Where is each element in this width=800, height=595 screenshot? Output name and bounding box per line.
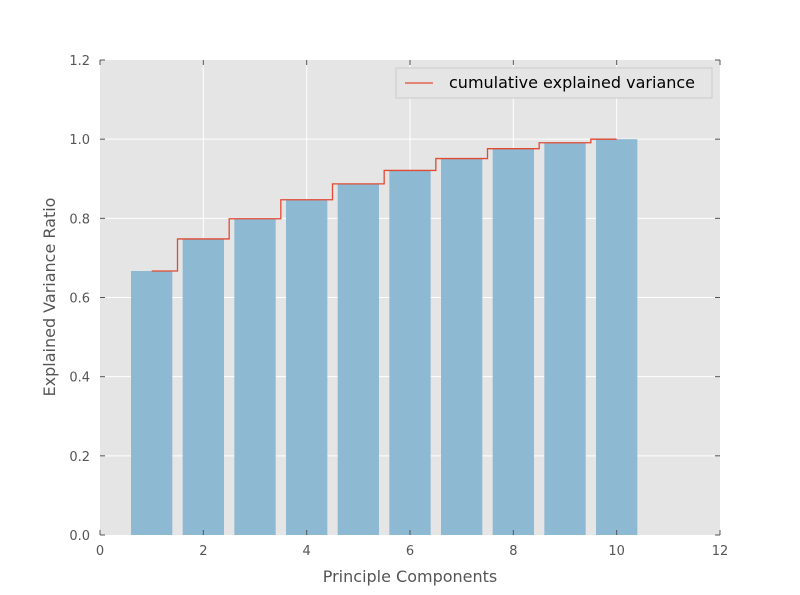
x-axis-label: Principle Components bbox=[323, 567, 498, 586]
bar bbox=[441, 158, 483, 535]
bars bbox=[131, 139, 638, 536]
legend-entry: cumulative explained variance bbox=[449, 73, 695, 92]
x-tick-label: 10 bbox=[608, 544, 625, 559]
legend-box bbox=[395, 67, 713, 99]
y-tick-label: 0.2 bbox=[69, 450, 90, 465]
bar bbox=[596, 139, 638, 535]
y-tick-label: 1.2 bbox=[69, 54, 90, 69]
y-axis-label: Explained Variance Ratio bbox=[40, 198, 59, 397]
y-tick-label: 0.0 bbox=[69, 529, 90, 544]
ticks bbox=[99, 59, 721, 536]
bar bbox=[131, 270, 173, 535]
tick-labels: 0 2 4 6 8 10 12 0.0 0.2 0.4 0.6 0.8 1.0 1.2 bbox=[69, 54, 728, 559]
y-tick-label: 0.4 bbox=[69, 371, 90, 386]
x-tick-label: 6 bbox=[406, 544, 414, 559]
bar bbox=[337, 183, 379, 536]
x-tick-label: 0 bbox=[96, 544, 104, 559]
legend: cumulative explained variance bbox=[395, 67, 713, 99]
bar bbox=[389, 170, 431, 535]
bar bbox=[234, 218, 276, 535]
bar bbox=[492, 148, 534, 535]
bar bbox=[286, 199, 328, 535]
cumulative-line bbox=[151, 138, 617, 272]
cumulative-variance-step-line bbox=[151, 138, 617, 272]
bar bbox=[182, 238, 224, 535]
x-tick-label: 2 bbox=[199, 544, 207, 559]
y-tick-label: 0.6 bbox=[69, 292, 90, 307]
y-tick-label: 1.0 bbox=[69, 133, 90, 148]
x-tick-label: 8 bbox=[509, 544, 517, 559]
x-tick-label: 4 bbox=[303, 544, 311, 559]
bar bbox=[544, 142, 586, 535]
x-tick-label: 12 bbox=[712, 544, 729, 559]
y-tick-label: 0.8 bbox=[69, 212, 90, 227]
